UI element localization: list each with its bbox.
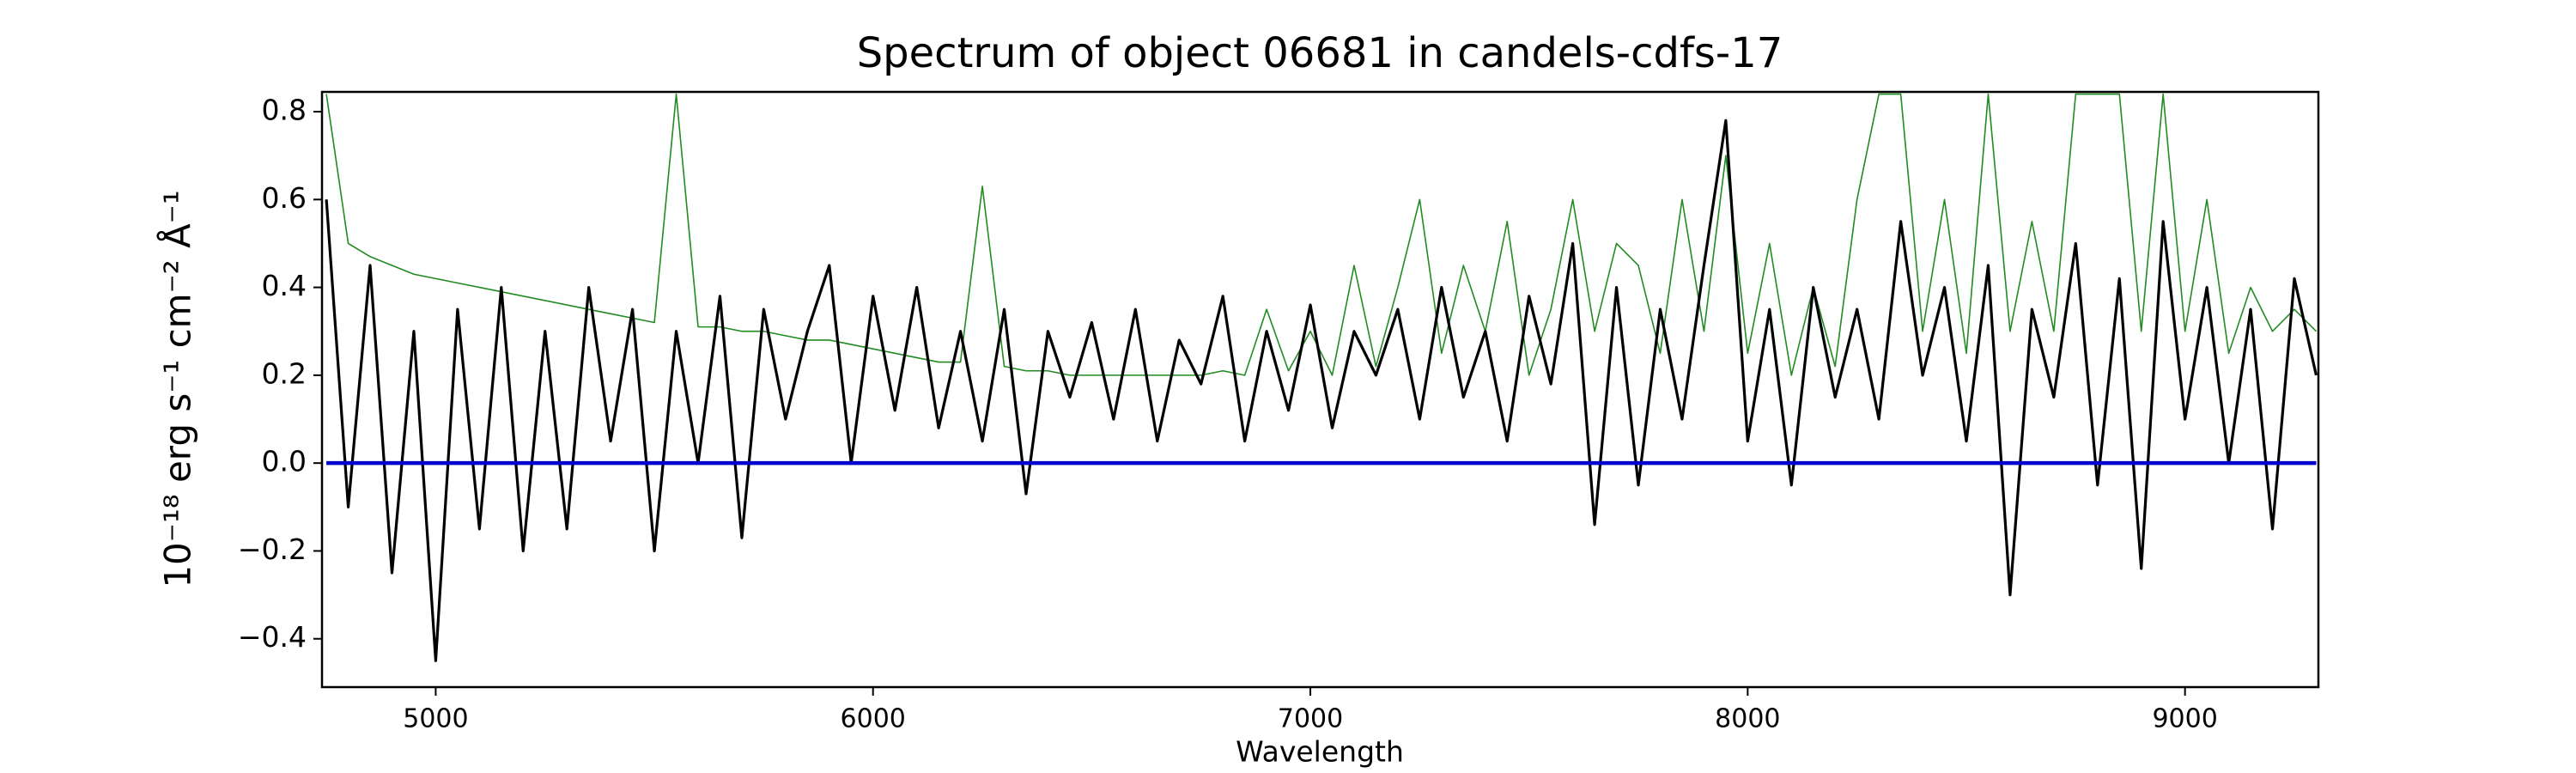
y-tick-label: 0.2 (262, 356, 307, 390)
x-tick-label: 9000 (2152, 704, 2217, 734)
series-line (325, 119, 2318, 662)
x-tick-label: 6000 (841, 704, 906, 734)
y-tick-label: 0.4 (262, 269, 307, 302)
x-tick-label: 5000 (403, 704, 468, 734)
chart-title: Spectrum of object 06681 in candels-cdfs… (857, 29, 1783, 77)
y-tick-label: 0.6 (262, 181, 307, 215)
x-axis-label: Wavelength (1236, 735, 1404, 769)
y-tick-label: 0.0 (262, 445, 307, 478)
y-tick-label: 0.8 (262, 94, 307, 127)
plot-frame (320, 90, 2320, 689)
y-tick-label: −0.2 (238, 533, 307, 566)
plot-lines (325, 93, 2318, 662)
x-tick-label: 7000 (1278, 704, 1343, 734)
y-tick-label: −0.4 (238, 620, 307, 654)
y-axis-label: 10⁻¹⁸ erg s⁻¹ cm⁻² Å⁻¹ (156, 190, 199, 587)
x-tick-label: 8000 (1715, 704, 1780, 734)
series-line (325, 93, 2318, 376)
